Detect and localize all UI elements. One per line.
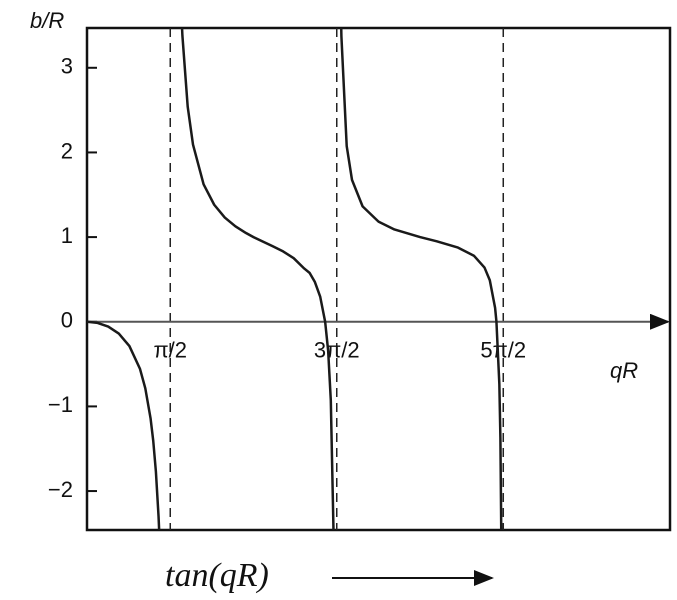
plot-frame — [85, 26, 672, 532]
x-tick-label: π/2 — [153, 338, 187, 363]
y-tick-label: 1 — [61, 223, 73, 248]
y-tick-label: 2 — [61, 138, 73, 163]
y-tick-label: 3 — [61, 54, 73, 79]
y-tick-label: −1 — [48, 392, 73, 417]
x-tick-label: 5π/2 — [480, 338, 526, 363]
caption: tan(qR) — [165, 557, 269, 594]
x-tick-label: 3π/2 — [314, 338, 360, 363]
curve — [87, 28, 503, 530]
y-axis-label: b/R — [30, 8, 64, 33]
y-tick-label: −2 — [48, 477, 73, 502]
y-tick-label: 0 — [61, 308, 73, 333]
x-axis-label: qR — [610, 358, 638, 383]
